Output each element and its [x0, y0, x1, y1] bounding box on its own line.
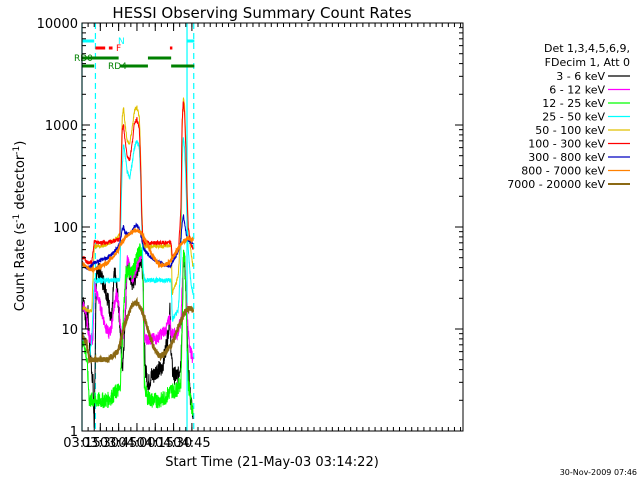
legend-label-6: 100 - 300 keV: [528, 138, 605, 151]
flag-label-rd0: RD0: [74, 54, 93, 64]
y-axis-label-sup2: -1: [12, 146, 22, 155]
x-axis-label: Start Time (21-May-03 03:14:22): [165, 455, 379, 470]
series-line-7: [82, 214, 194, 271]
x-tick-label-2: 03:30: [82, 436, 119, 451]
legend-label-7: 300 - 800 keV: [528, 151, 605, 164]
series-layer: [82, 97, 195, 428]
x-tick-label-7: 04:45: [173, 436, 210, 451]
y-axis-label-mid: detector: [13, 154, 28, 214]
legend-header-line-2: FDecim 1, Att 0: [545, 56, 630, 69]
timestamp: 30-Nov-2009 07:46: [560, 468, 637, 477]
x-tick-label-5: 04:15: [137, 436, 174, 451]
flag-label-rd4: RD4: [108, 62, 127, 72]
y-axis-label-main: Count Rate (s: [13, 223, 28, 312]
x-tick-label-3: 03:45: [100, 436, 137, 451]
flag-layer: NF RD0 RD4: [74, 37, 195, 72]
legend-label-9: 7000 - 20000 keV: [507, 178, 605, 191]
legend-label-2: 6 - 12 keV: [549, 84, 605, 97]
legend-label-3: 12 - 25 keV: [542, 97, 605, 110]
y-axis-label: Count Rate (s-1 detector-1): [12, 141, 28, 312]
series-line-5: [82, 97, 194, 314]
y-axis-label-end: ): [13, 141, 28, 146]
flag-label-f: F: [116, 44, 121, 54]
y-tick-label-2: 10: [61, 323, 78, 338]
x-tick-label-1: 03:15: [63, 436, 100, 451]
series-line-8: [82, 227, 194, 274]
legend-header-line-1: Det 1,3,4,5,6,9,: [544, 42, 630, 55]
series-line-4: [82, 137, 194, 361]
y-tick-label-4: 1000: [45, 119, 78, 134]
y-tick-label-5: 10000: [37, 17, 78, 32]
series-line-3: [82, 243, 194, 416]
flag-label-n: N: [118, 37, 125, 47]
y-tick-label-3: 100: [53, 221, 78, 236]
chart-title: HESSI Observing Summary Count Rates: [112, 4, 411, 22]
x-tick-label-6: 04:30: [155, 436, 192, 451]
legend-label-8: 800 - 7000 keV: [521, 165, 605, 178]
y-tick-label-1: 1: [70, 425, 78, 440]
legend-label-5: 50 - 100 keV: [535, 124, 605, 137]
x-tick-label-4: 04:00: [118, 436, 155, 451]
y-axis-label-sup1: -1: [12, 214, 22, 223]
legend: Det 1,3,4,5,6,9, FDecim 1, Att 0 3 - 6 k…: [507, 42, 630, 191]
legend-label-1: 3 - 6 keV: [556, 70, 605, 83]
y-axis: 1 10 100 1000 10000: [37, 17, 463, 440]
series-line-9: [82, 296, 195, 365]
legend-label-4: 25 - 50 keV: [542, 111, 605, 124]
